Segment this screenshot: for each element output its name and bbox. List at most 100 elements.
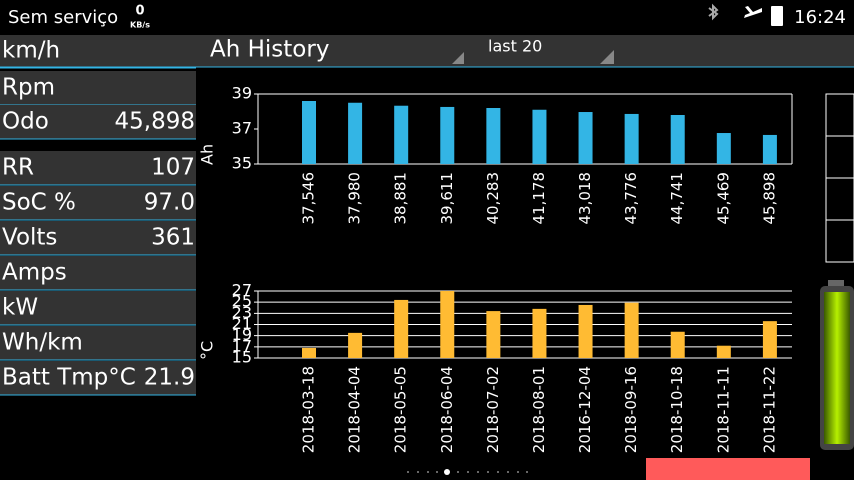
x-tick-label: 2018-09-16 xyxy=(622,366,640,453)
y-tick-label: 23 xyxy=(232,303,252,322)
metric-row xyxy=(0,221,196,255)
metric-label: Amps xyxy=(2,260,67,286)
side-boxes xyxy=(825,93,854,263)
spinner-arrow xyxy=(452,52,464,64)
x-tick-label: 43,018 xyxy=(576,172,594,225)
red-bar xyxy=(646,458,810,480)
metric-value: 21.9 xyxy=(144,365,195,391)
y-tick-label: 21 xyxy=(232,314,252,333)
bar xyxy=(302,101,316,164)
metric-label: Rpm xyxy=(2,75,55,101)
y-tick-label: 27 xyxy=(232,281,252,300)
page-dot xyxy=(457,471,459,473)
x-tick-label: 2018-07-02 xyxy=(484,366,502,453)
range-select[interactable]: last 20 xyxy=(488,37,542,56)
metric-label: kW xyxy=(2,295,38,321)
x-tick-label: 41,178 xyxy=(530,172,548,225)
bar xyxy=(486,311,501,358)
y-tick-label: 25 xyxy=(232,292,252,311)
page-dot xyxy=(436,471,438,473)
y-tick-label: 35 xyxy=(232,154,252,173)
x-tick-label: 2016-12-04 xyxy=(576,366,594,453)
metric-row xyxy=(0,71,196,105)
metric-label: Volts xyxy=(2,225,57,251)
x-tick-label: 2018-04-04 xyxy=(346,366,364,453)
bar xyxy=(762,134,777,164)
view-title[interactable]: Ah History xyxy=(210,37,329,63)
metric-value: 97.0 xyxy=(144,190,195,216)
speed-value: 0 xyxy=(135,4,144,19)
top-bar xyxy=(0,35,854,67)
y-tick-label: 39 xyxy=(232,84,252,103)
bar xyxy=(486,108,501,164)
bar xyxy=(302,347,316,358)
bar xyxy=(578,304,593,358)
page-dot xyxy=(526,471,528,473)
x-tick-label: 37,546 xyxy=(300,172,318,225)
page-dot xyxy=(407,471,409,473)
bar xyxy=(578,112,593,164)
metric-row xyxy=(0,361,196,395)
x-tick-label: 45,898 xyxy=(760,172,778,225)
bar xyxy=(394,105,409,164)
x-tick-label: 2018-06-04 xyxy=(438,366,456,453)
bar xyxy=(670,115,685,164)
bar xyxy=(716,345,731,358)
x-tick-label: 37,980 xyxy=(346,172,364,225)
bar xyxy=(762,321,777,358)
metric-label: Odo xyxy=(2,109,49,135)
battery-icon xyxy=(771,6,783,26)
x-tick-label: 39,611 xyxy=(438,172,456,225)
x-tick-label: 2018-11-22 xyxy=(760,366,778,453)
bar xyxy=(394,299,409,358)
metric-label: Batt Tmp°C xyxy=(2,365,136,391)
bar xyxy=(440,106,455,164)
page-dot xyxy=(467,471,469,473)
x-tick-label: 2018-10-18 xyxy=(668,366,686,453)
metric-value: 45,898 xyxy=(115,109,195,135)
metric-value: 361 xyxy=(151,225,195,251)
y-tick-label: 37 xyxy=(232,119,252,138)
bluetooth-icon xyxy=(708,3,719,21)
bar xyxy=(624,113,639,164)
metric-label: Wh/km xyxy=(2,330,83,356)
x-tick-label: 43,776 xyxy=(622,172,640,225)
x-tick-label: 2018-08-01 xyxy=(530,366,548,453)
metric-label: km/h xyxy=(2,38,60,64)
bar xyxy=(532,308,547,358)
page-dot xyxy=(427,471,429,473)
x-tick-label: 44,741 xyxy=(668,172,686,225)
page-dot xyxy=(517,471,519,473)
bar xyxy=(532,109,547,164)
metric-label: SoC % xyxy=(2,190,76,216)
y-tick-label: 17 xyxy=(232,336,252,355)
metric-value: 107 xyxy=(151,155,195,181)
metric-row xyxy=(0,186,196,220)
clock: 16:24 xyxy=(794,7,846,28)
page-dot xyxy=(417,471,419,473)
metric-label: RR xyxy=(2,155,34,181)
speed-unit: KB/s xyxy=(130,21,150,30)
spinner-arrow xyxy=(600,50,614,64)
bar xyxy=(716,133,731,164)
y-tick-label: 15 xyxy=(232,348,252,367)
x-tick-label: 2018-05-05 xyxy=(392,366,410,453)
metric-row xyxy=(0,291,196,325)
page-dot xyxy=(487,471,489,473)
x-tick-label: 40,283 xyxy=(484,172,502,225)
y-axis-label: °C xyxy=(198,341,217,360)
carrier: Sem serviço xyxy=(8,7,118,28)
bar xyxy=(440,291,455,358)
metric-row xyxy=(0,256,196,290)
bar xyxy=(348,102,363,164)
y-tick-label: 19 xyxy=(232,325,252,344)
x-tick-label: 2018-03-18 xyxy=(300,366,318,453)
bar xyxy=(624,302,639,358)
x-tick-label: 2018-11-11 xyxy=(714,366,732,453)
page-indicator xyxy=(407,469,528,475)
page-dot xyxy=(507,471,509,473)
airplane-icon xyxy=(744,6,762,18)
battery-cap xyxy=(828,280,844,288)
